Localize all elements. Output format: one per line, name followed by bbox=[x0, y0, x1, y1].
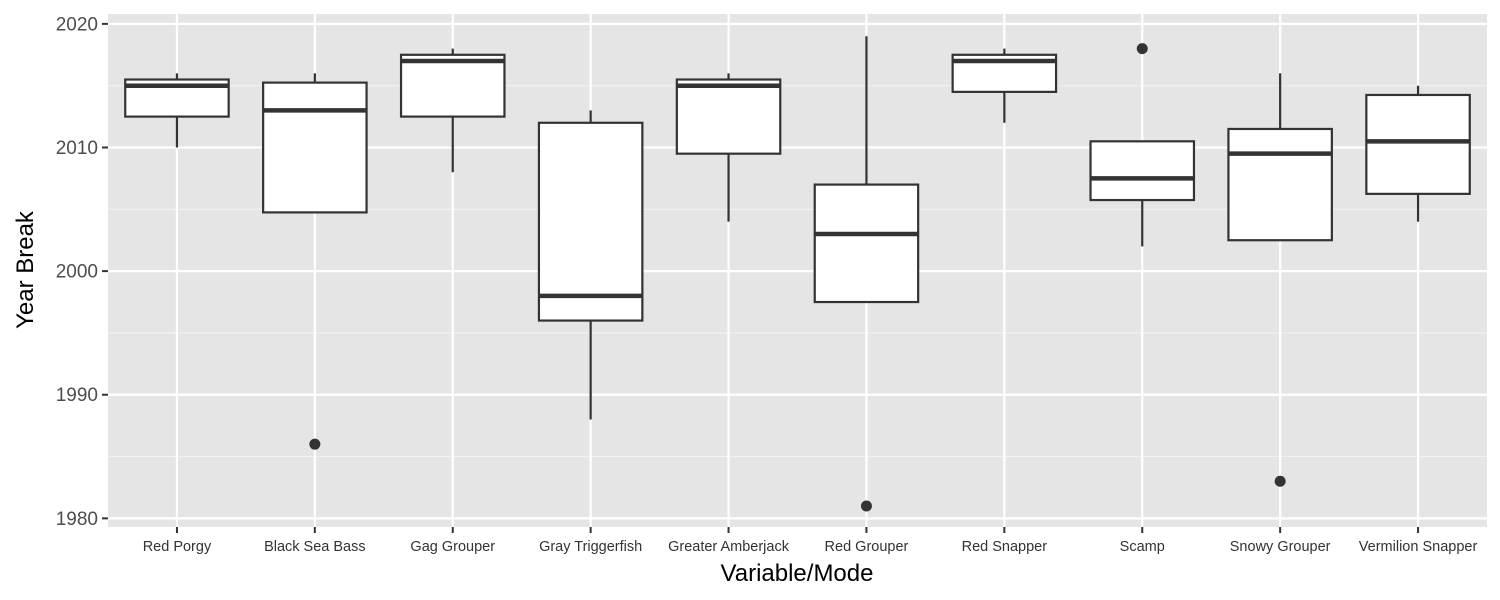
box-group bbox=[1227, 73, 1333, 487]
x-tick-label: Scamp bbox=[1120, 539, 1165, 555]
iqr-box bbox=[813, 183, 920, 304]
axes: 1980 1990 2000 2010 2020 Red Porgy Black Sea B… bbox=[56, 14, 1478, 555]
y-tick-label: 2020 bbox=[56, 14, 98, 35]
x-tick-label: Black Sea Bass bbox=[264, 539, 366, 555]
y-axis-title: Year Break bbox=[12, 210, 39, 329]
box-group bbox=[813, 36, 920, 512]
y-tick-label: 2010 bbox=[56, 138, 98, 159]
iqr-box bbox=[262, 81, 368, 214]
x-tick-label: Red Porgy bbox=[143, 539, 212, 555]
iqr-box bbox=[1227, 127, 1333, 242]
box-group bbox=[675, 73, 782, 222]
outlier-point bbox=[1136, 43, 1148, 55]
outlier-point bbox=[860, 500, 872, 512]
iqr-box bbox=[399, 53, 506, 118]
x-tick-label: Gray Triggerfish bbox=[539, 539, 642, 555]
box-group bbox=[124, 73, 230, 148]
box-group bbox=[951, 48, 1058, 123]
outlier-point bbox=[1274, 475, 1286, 487]
box-group bbox=[1089, 43, 1196, 247]
x-tick-label: Greater Amberjack bbox=[668, 539, 790, 555]
x-tick-label: Red Snapper bbox=[962, 539, 1048, 555]
iqr-box bbox=[1089, 140, 1196, 202]
iqr-box bbox=[537, 121, 644, 322]
y-tick-label: 1980 bbox=[56, 509, 98, 530]
box-group bbox=[262, 73, 368, 450]
y-tick-label: 1990 bbox=[56, 385, 98, 406]
iqr-box bbox=[1365, 93, 1471, 195]
x-tick-label: Snowy Grouper bbox=[1230, 539, 1331, 555]
x-axis-title: Variable/Mode bbox=[721, 560, 874, 587]
x-tick-label: Red Grouper bbox=[825, 539, 909, 555]
box-group bbox=[1365, 85, 1471, 222]
y-tick-label: 2000 bbox=[56, 262, 98, 283]
box-marks bbox=[124, 36, 1471, 512]
box-group bbox=[537, 110, 644, 420]
outlier-point bbox=[309, 438, 321, 450]
iqr-box bbox=[675, 78, 782, 155]
box-group bbox=[399, 48, 506, 173]
x-tick-label: Vermilion Snapper bbox=[1359, 539, 1478, 555]
x-tick-label: Gag Grouper bbox=[410, 539, 495, 555]
